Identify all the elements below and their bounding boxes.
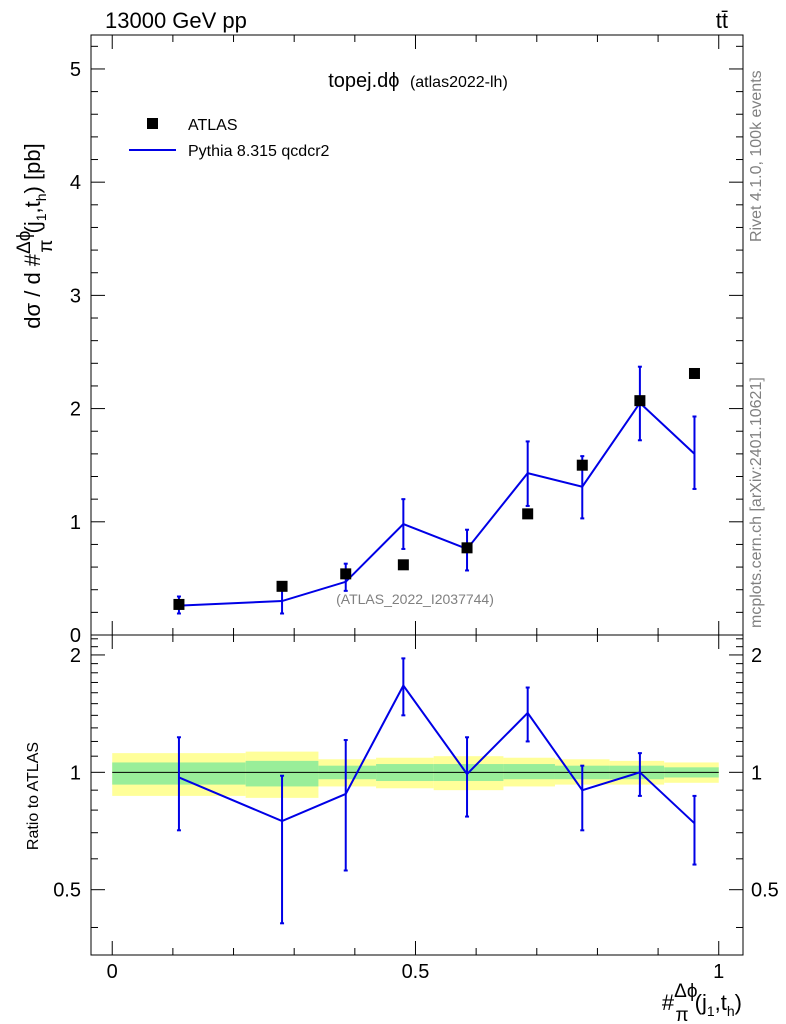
mcplots-label: mcplots.cern.ch [arXiv:2401.10621] (748, 377, 765, 628)
atlas-data-point (461, 542, 473, 554)
atlas-data-point (397, 559, 409, 571)
pythia-line (178, 401, 696, 607)
legend-atlas-label: ATLAS (188, 117, 238, 134)
legend-pythia-label: Pythia 8.315 qcdcr2 (188, 143, 330, 160)
ratio-frame (90, 634, 744, 956)
atlas-data-point (340, 568, 352, 580)
ratio-ytick-label-right: 1 (751, 762, 762, 784)
plot-title: topej.dϕ (atlas2022-lh) (328, 70, 508, 92)
ratio-series (176, 657, 697, 925)
header-energy: 13000 GeV pp (105, 8, 247, 33)
ratio-xlabel: #Δϕ π(j1,th) (662, 981, 742, 1024)
ratio-ytick-label-right: 2 (751, 645, 762, 667)
main-panel: (ATLAS_2022_I2037744) 0 1 2 3 4 5 topej.dϕ (a… (14, 34, 744, 647)
analysis-watermark: (ATLAS_2022_I2037744) (336, 591, 494, 607)
main-ytick-label: 4 (70, 172, 81, 194)
ratio-xtick-label: 0 (107, 961, 118, 983)
main-ytick-label: 1 (70, 512, 81, 534)
atlas-data-point (173, 598, 185, 610)
ratio-xtick-label: 1 (713, 961, 724, 983)
green-uncertainty-band (503, 764, 555, 780)
ratio-ylabel: Ratio to ATLAS (25, 742, 42, 850)
svg-text:dσ / d #Δϕπ(j1,th) [pb]: dσ / d #Δϕπ(j1,th) [pb] (14, 143, 57, 328)
main-ytick-label: 0 (70, 625, 81, 647)
header-process: tt̄ (716, 8, 728, 33)
ratio-pythia-line (178, 683, 696, 825)
ratio-ytick-label-right: 0.5 (751, 880, 779, 902)
legend-atlas-marker (147, 118, 158, 129)
main-series (173, 365, 700, 615)
main-ylabel: dσ / d #Δϕπ(j1,th) [pb] (14, 143, 57, 328)
atlas-data-point (576, 459, 588, 471)
legend: ATLAS Pythia 8.315 qcdcr2 (129, 117, 330, 160)
ratio-bands (112, 751, 719, 798)
atlas-data-point (634, 395, 646, 407)
rivet-label: Rivet 4.1.0, 100k events (748, 70, 765, 242)
ratio-ytick-label: 0.5 (53, 880, 81, 902)
atlas-data-point (276, 580, 288, 592)
main-ytick-label: 5 (70, 59, 81, 81)
ratio-xtick-label: 0.5 (402, 961, 430, 983)
main-ticks: 0 1 2 3 4 5 (70, 35, 743, 647)
atlas-data-point (522, 508, 534, 520)
ratio-ytick-label: 2 (70, 645, 81, 667)
ratio-ticks: 0.5 0.5 1 1 2 2 0 0.5 1 (53, 635, 779, 983)
atlas-data-point (688, 367, 700, 379)
ratio-panel: 0.5 0.5 1 1 2 2 0 0.5 1 Ratio to ATLAS #Δϕ π(j1,t… (25, 634, 779, 1024)
ratio-ytick-label: 1 (70, 762, 81, 784)
main-ytick-label: 2 (70, 399, 81, 421)
main-ytick-label: 3 (70, 285, 81, 307)
